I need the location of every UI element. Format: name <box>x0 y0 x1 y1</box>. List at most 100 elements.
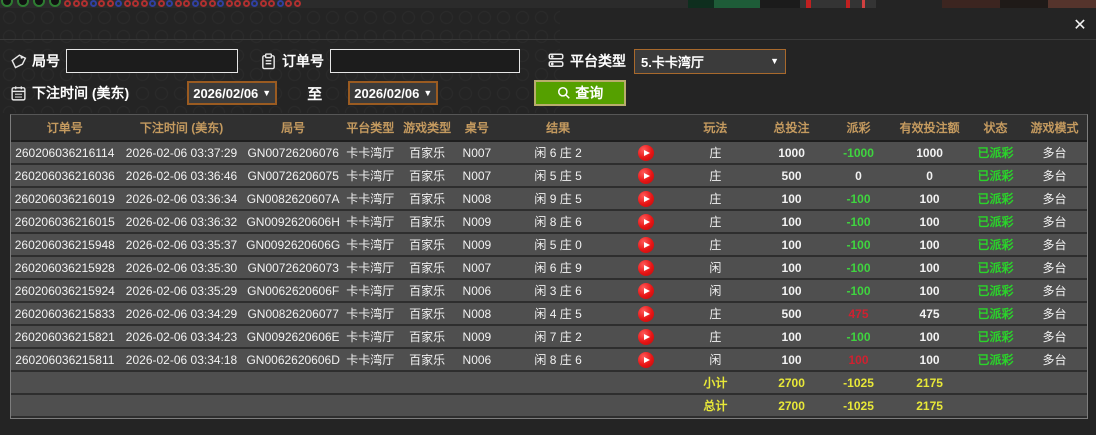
close-icon[interactable]: ✕ <box>1073 17 1087 34</box>
cell-game: 百家乐 <box>398 348 456 372</box>
cell-mode: 多台 <box>1021 325 1087 349</box>
play-video-icon[interactable] <box>638 259 655 276</box>
order-number-label: 订单号 <box>282 53 324 69</box>
cell-result: 闲 6 庄 9 <box>498 256 618 280</box>
cell-result: 闲 8 庄 6 <box>498 348 618 372</box>
cell-order: 260206036216019 <box>11 187 119 211</box>
play-video-icon[interactable] <box>638 282 655 299</box>
cell-platform: 卡卡湾厅 <box>341 325 399 349</box>
platform-list-icon <box>546 51 566 71</box>
cell-valid: 100 <box>889 279 970 303</box>
cell-round: GN0092620606E <box>244 325 342 349</box>
table-row: 260206036215924 2026-02-06 03:35:29 GN0062… <box>11 279 1087 303</box>
cell-bet: 100 <box>756 325 828 349</box>
cell-payout: -100 <box>827 210 890 234</box>
round-number-input[interactable] <box>66 49 238 73</box>
cell-valid: 100 <box>889 256 970 280</box>
cell-bet: 100 <box>756 348 828 372</box>
cell-platform: 卡卡湾厅 <box>341 256 399 280</box>
column-header-7 <box>617 115 675 142</box>
cell-play: 庄 <box>674 187 757 211</box>
play-video-icon[interactable] <box>638 213 655 230</box>
cell-round: GN0082620607A <box>244 187 342 211</box>
date-to-value: 2026/02/06 <box>354 85 420 101</box>
play-video-icon[interactable] <box>638 351 655 368</box>
subtotal-row: 小计 2700 -1025 2175 <box>11 371 1087 395</box>
cell-table: N009 <box>455 233 499 257</box>
cell-status: 已派彩 <box>969 233 1022 257</box>
cell-payout: -100 <box>827 233 890 257</box>
cell-round: GN0092620606G <box>244 233 342 257</box>
play-video-icon[interactable] <box>638 236 655 253</box>
play-video-icon[interactable] <box>638 167 655 184</box>
cell-result: 闲 6 庄 2 <box>498 141 618 165</box>
cell-payout: 475 <box>827 302 890 326</box>
cell-play: 庄 <box>674 141 757 165</box>
cell-round: GN00726206073 <box>244 256 342 280</box>
cell-play: 闲 <box>674 279 757 303</box>
play-video-icon[interactable] <box>638 144 655 161</box>
cell-play_btn <box>617 233 675 257</box>
cell-result: 闲 5 庄 0 <box>498 233 618 257</box>
cell-payout: 100 <box>827 348 890 372</box>
cell-play_btn <box>617 187 675 211</box>
cell-play: 庄 <box>674 164 757 188</box>
cell-bet: 2700 <box>756 394 828 418</box>
cell-payout: -100 <box>827 187 890 211</box>
background-page-strip <box>0 0 1096 8</box>
cell-result: 闲 3 庄 6 <box>498 279 618 303</box>
play-video-icon[interactable] <box>638 190 655 207</box>
cell-mode <box>1021 394 1087 418</box>
cell-mode: 多台 <box>1021 210 1087 234</box>
cell-time: 2026-02-06 03:34:18 <box>118 348 245 372</box>
cell-valid: 100 <box>889 233 970 257</box>
order-number-input[interactable] <box>330 49 520 73</box>
cell-valid: 0 <box>889 164 970 188</box>
table-row: 260206036216019 2026-02-06 03:36:34 GN0082… <box>11 187 1087 211</box>
play-video-icon[interactable] <box>638 305 655 322</box>
platform-type-select[interactable]: 5.卡卡湾厅 ▼ <box>634 48 786 74</box>
cell-play_btn <box>617 302 675 326</box>
column-header-12: 状态 <box>969 115 1022 142</box>
cell-platform: 卡卡湾厅 <box>341 302 399 326</box>
bet-time-label: 下注时间 (美东) <box>32 85 130 101</box>
search-icon <box>558 86 571 99</box>
cell-mode: 多台 <box>1021 187 1087 211</box>
cell-platform: 卡卡湾厅 <box>341 233 399 257</box>
play-video-icon[interactable] <box>638 328 655 345</box>
cell-time: 2026-02-06 03:36:46 <box>118 164 245 188</box>
cell-round: GN00726206075 <box>244 164 342 188</box>
cell-play_btn <box>617 256 675 280</box>
cell-order <box>11 371 119 395</box>
date-from-picker[interactable]: 2026/02/06 ▼ <box>187 81 278 105</box>
cell-order: 260206036215928 <box>11 256 119 280</box>
table-row: 260206036215833 2026-02-06 03:34:29 GN0082… <box>11 302 1087 326</box>
cell-table: N006 <box>455 279 499 303</box>
cell-payout: -1025 <box>827 371 890 395</box>
table-row: 260206036216015 2026-02-06 03:36:32 GN0092… <box>11 210 1087 234</box>
cell-table: N009 <box>455 210 499 234</box>
cell-status: 已派彩 <box>969 164 1022 188</box>
query-button-label: 查询 <box>575 85 604 101</box>
cell-play: 庄 <box>674 302 757 326</box>
cell-table: N007 <box>455 141 499 165</box>
cell-result: 闲 9 庄 5 <box>498 187 618 211</box>
cell-play: 总计 <box>674 394 757 418</box>
query-button[interactable]: 查询 <box>534 80 627 106</box>
cell-order: 260206036216015 <box>11 210 119 234</box>
date-to-picker[interactable]: 2026/02/06 ▼ <box>348 81 439 105</box>
date-range-to-label: 至 <box>307 85 323 103</box>
cell-play_btn <box>617 348 675 372</box>
column-header-1: 下注时间 (美东) <box>118 115 245 142</box>
cell-payout: -1025 <box>827 394 890 418</box>
cell-bet: 100 <box>756 187 828 211</box>
cell-valid: 475 <box>889 302 970 326</box>
cell-mode: 多台 <box>1021 348 1087 372</box>
cell-payout: 0 <box>827 164 890 188</box>
chevron-down-icon: ▼ <box>262 88 272 98</box>
column-header-3: 平台类型 <box>341 115 399 142</box>
dialog-titlebar: ✕ <box>0 8 1096 40</box>
cell-order: 260206036215811 <box>11 348 119 372</box>
cell-platform <box>341 371 399 395</box>
cell-table: N009 <box>455 325 499 349</box>
